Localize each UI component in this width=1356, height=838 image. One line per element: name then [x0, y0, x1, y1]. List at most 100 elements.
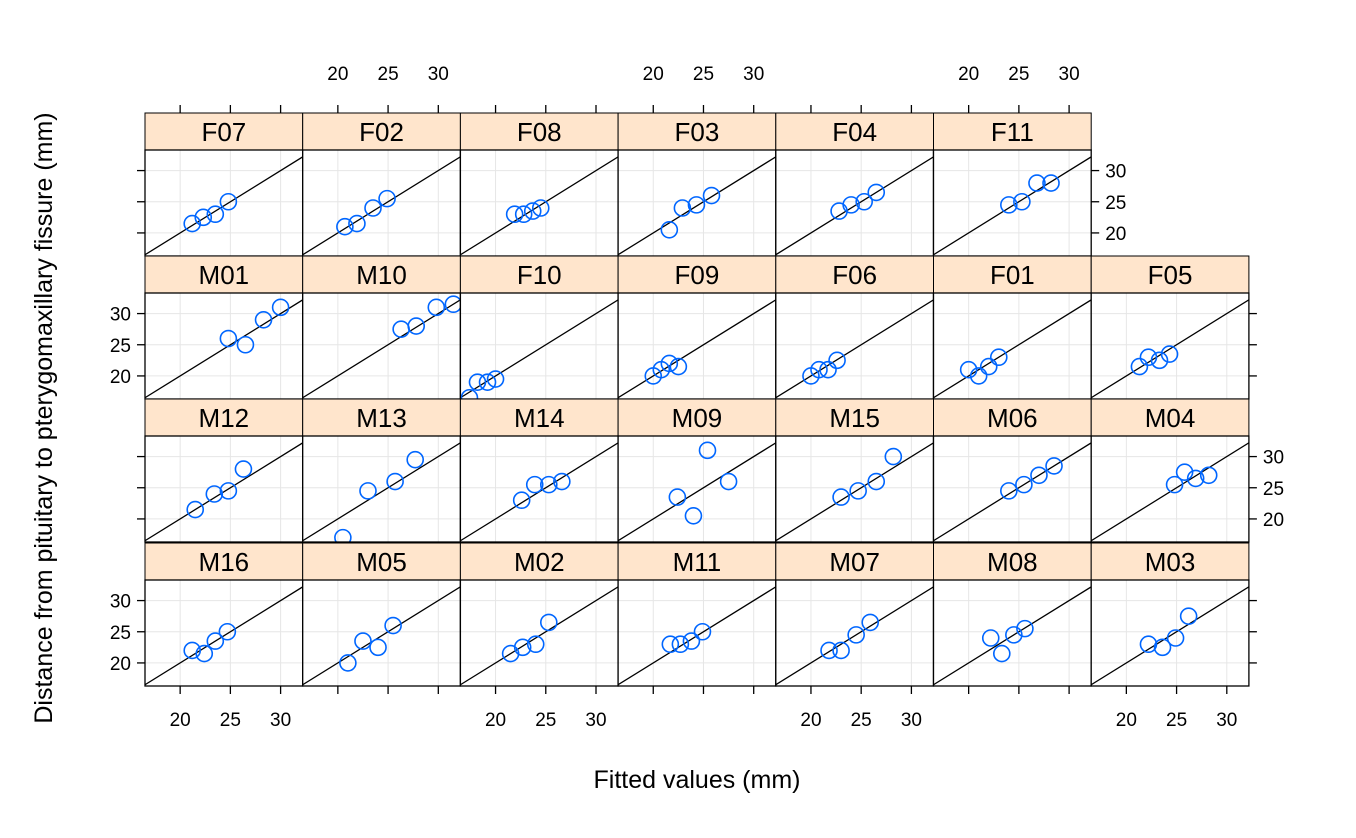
panel-content [1091, 293, 1249, 399]
panel-strip-label: M11 [673, 547, 722, 577]
data-point [832, 641, 850, 660]
x-tick-label: 30 [1216, 710, 1237, 731]
identity-line [302, 299, 461, 399]
data-point [195, 644, 214, 663]
panel-content [775, 580, 934, 686]
x-tick-label: 30 [585, 710, 606, 731]
identity-line [460, 586, 619, 686]
panel-strip [1090, 542, 1250, 581]
x-tick-label: 20 [327, 64, 348, 85]
panel-m14: M14 [459, 398, 619, 543]
panel-strip-label: M08 [987, 547, 1038, 577]
data-point [661, 635, 680, 654]
data-point [369, 638, 387, 657]
identity-line [145, 442, 303, 542]
data-point [828, 351, 846, 370]
data-point [523, 202, 542, 220]
data-point [1139, 635, 1158, 654]
panel-f10: F10 [459, 255, 619, 400]
y-axis-right-row-3 [1248, 599, 1257, 664]
data-point [406, 450, 424, 469]
data-point [1005, 626, 1023, 644]
panel-strip-label: F04 [832, 117, 877, 147]
data-point [505, 205, 524, 224]
axes-layer: 20 25 30 20 25 30 20 25 30 20 25 30 20 25 30 20 25 30 20 25… [110, 64, 1284, 731]
panel-m07: M07 [775, 542, 935, 687]
data-point [525, 475, 544, 494]
x-tick-label: 30 [901, 710, 922, 731]
panel-content [145, 436, 303, 542]
panel-strip [302, 112, 461, 151]
y-axis-left-row-1: 20 25 30 [110, 305, 145, 388]
panel-strip [459, 398, 619, 437]
identity-line [1091, 442, 1249, 542]
panel-strip-label: M09 [672, 403, 723, 433]
data-point [719, 472, 738, 491]
panel-strip-label: M10 [356, 260, 407, 290]
data-point [1175, 463, 1194, 481]
x-tick-label: 20 [800, 710, 821, 731]
data-point [867, 472, 886, 491]
data-point [1165, 475, 1184, 494]
data-point [514, 205, 533, 224]
x-tick-label: 25 [220, 710, 241, 731]
identity-line [618, 586, 776, 686]
data-point [855, 192, 873, 211]
panel-content [775, 436, 934, 542]
panel-content [933, 580, 1092, 686]
panel-content [618, 580, 776, 686]
data-point [684, 507, 703, 525]
data-point [334, 528, 352, 542]
data-point [884, 447, 903, 466]
data-point [364, 199, 382, 217]
panels-layer: F07 F02 F08 F03 F04 F11 M01 M10 F10 F09 F06 F01 F05 M… [144, 112, 1250, 687]
panel-content [302, 293, 461, 399]
panel-strip-label: M07 [829, 547, 880, 577]
x-axis-top-col-4 [810, 105, 913, 113]
identity-line [302, 586, 461, 686]
x-tick-label: 25 [378, 64, 399, 85]
panel-strip [775, 112, 934, 151]
identity-line [933, 442, 1092, 542]
panel-content [460, 293, 619, 399]
identity-line [775, 586, 934, 686]
data-point [513, 638, 532, 657]
panel-strip-label: F06 [832, 260, 877, 290]
panel-strip [144, 112, 304, 151]
data-point [1015, 475, 1033, 494]
panel-strip [1090, 398, 1250, 437]
data-point [1160, 345, 1179, 363]
panel-m04: M04 [1090, 398, 1250, 543]
y-tick-label: 25 [110, 336, 131, 357]
x-axis-bottom-col-5 [968, 686, 1070, 694]
data-point [979, 357, 998, 376]
x-axis-top-col-3: 20 25 30 [643, 64, 764, 113]
data-point [186, 500, 205, 519]
data-point [339, 654, 357, 672]
x-axis-top-col-2 [494, 105, 597, 113]
identity-line [460, 299, 619, 399]
data-point [183, 641, 202, 660]
panel-strip-label: M13 [356, 403, 407, 433]
data-point [993, 644, 1011, 663]
data-point [219, 192, 238, 211]
y-tick-label: 30 [1105, 162, 1126, 183]
data-point [468, 373, 487, 391]
data-point [194, 208, 213, 227]
y-tick-label: 25 [1105, 193, 1126, 214]
panel-strip-label: M03 [1145, 547, 1196, 577]
panel-strip-label: M06 [987, 403, 1038, 433]
panel-strip-label: F09 [675, 260, 720, 290]
panel-strip-label: M04 [1145, 403, 1196, 433]
panel-f09: F09 [617, 255, 777, 400]
y-tick-label: 30 [1263, 448, 1284, 469]
panel-f08: F08 [459, 112, 619, 257]
y-axis-right-row-1 [1248, 312, 1257, 377]
identity-line [460, 156, 619, 256]
panel-strip [459, 255, 619, 294]
panel-strip-label: F11 [991, 117, 1034, 147]
data-point [842, 196, 860, 214]
data-point [861, 613, 880, 632]
x-tick-label: 30 [270, 710, 291, 731]
y-tick-label: 30 [110, 305, 131, 326]
